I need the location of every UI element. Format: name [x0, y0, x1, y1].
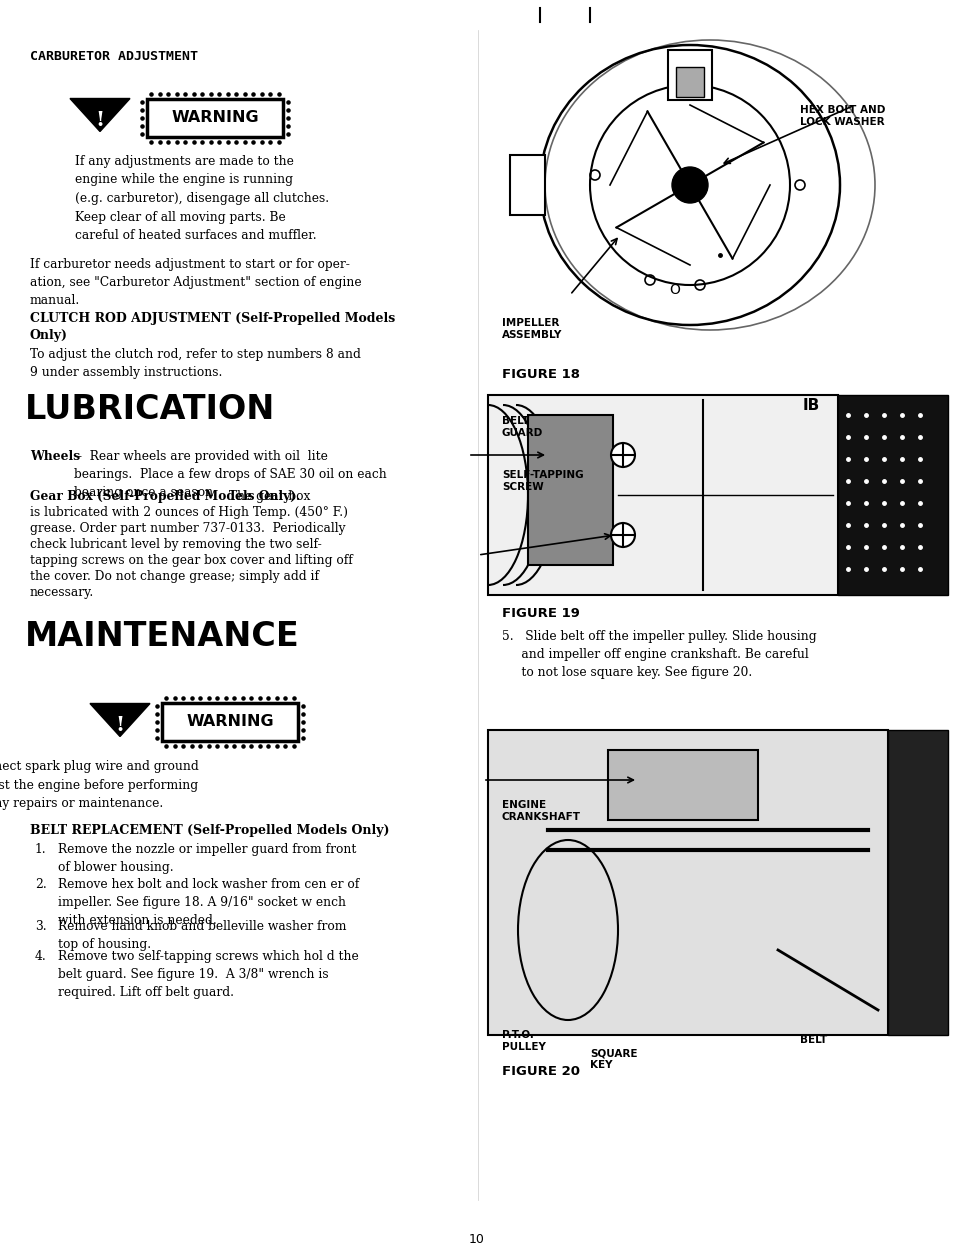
Bar [145, 97, 285, 140]
Bar [488, 730, 887, 1035]
Text: tapping screws on the gear box cover and lifting off: tapping screws on the gear box cover and… [30, 554, 353, 567]
Text: BELT REPLACEMENT (Self-Propelled Models Only): BELT REPLACEMENT (Self-Propelled Models … [30, 824, 389, 837]
Text: IMPELLER
ASSEMBLY: IMPELLER ASSEMBLY [501, 318, 561, 340]
Text: !: ! [95, 110, 105, 130]
Text: Gear Box (Self-Propelled Models Only).: Gear Box (Self-Propelled Models Only). [30, 490, 300, 503]
Polygon shape [70, 98, 130, 132]
Text: WARNING: WARNING [186, 714, 274, 729]
Bar [527, 415, 613, 564]
Bar [488, 395, 837, 596]
Circle shape [610, 444, 635, 467]
Text: FIGURE 18: FIGURE 18 [501, 368, 579, 381]
Text: SELF-TAPPING
SCREW: SELF-TAPPING SCREW [501, 470, 583, 492]
Circle shape [671, 167, 707, 203]
Text: P.T.O.
PULLEY: P.T.O. PULLEY [501, 1030, 545, 1052]
Bar [887, 730, 947, 1035]
Bar [607, 750, 758, 820]
Text: O: O [669, 283, 679, 297]
Text: IB: IB [802, 397, 820, 412]
Text: Wheels: Wheels [30, 450, 80, 464]
Polygon shape [90, 704, 150, 736]
Text: CARBURETOR ADJUSTMENT: CARBURETOR ADJUSTMENT [30, 50, 198, 64]
Text: BELT: BELT [800, 1035, 826, 1045]
Text: CLUTCH ROD ADJUSTMENT (Self-Propelled Models
Only): CLUTCH ROD ADJUSTMENT (Self-Propelled Mo… [30, 312, 395, 341]
Text: grease. Order part number 737-0133.  Periodically: grease. Order part number 737-0133. Peri… [30, 522, 345, 535]
Text: 5.   Slide belt off the impeller pulley. Slide housing
     and impeller off eng: 5. Slide belt off the impeller pulley. S… [501, 630, 816, 679]
Text: 2.: 2. [35, 878, 47, 891]
Text: BELT
GUARD: BELT GUARD [501, 416, 542, 437]
Text: If any adjustments are made to the
engine while the engine is running
(e.g. carb: If any adjustments are made to the engin… [75, 155, 329, 242]
Text: LUBRICATION: LUBRICATION [25, 392, 275, 426]
Text: 10: 10 [469, 1234, 484, 1246]
Text: necessary.: necessary. [30, 586, 94, 599]
FancyBboxPatch shape [510, 155, 544, 216]
Text: 3.: 3. [35, 920, 47, 933]
Text: Remove hex bolt and lock washer from cen er of
impeller. See figure 18. A 9/16" : Remove hex bolt and lock washer from cen… [58, 878, 359, 927]
Text: WARNING: WARNING [171, 111, 258, 126]
Bar [160, 701, 299, 743]
Text: 1.: 1. [35, 844, 47, 856]
Text: SQUARE
KEY: SQUARE KEY [589, 1048, 637, 1069]
Text: The gear box: The gear box [225, 490, 310, 503]
Text: 4.: 4. [35, 949, 47, 963]
Circle shape [610, 523, 635, 547]
Bar [676, 67, 703, 97]
Text: is lubricated with 2 ounces of High Temp. (450° F.): is lubricated with 2 ounces of High Temp… [30, 506, 348, 520]
Text: Remove hand knob and belleville washer from
top of housing.: Remove hand knob and belleville washer f… [58, 920, 346, 951]
Text: FIGURE 19: FIGURE 19 [501, 607, 579, 621]
Text: -  Rear wheels are provided with oil  lite
bearings.  Place a few drops of SAE 3: - Rear wheels are provided with oil lite… [74, 450, 386, 498]
Text: HEX BOLT AND
LOCK WASHER: HEX BOLT AND LOCK WASHER [800, 105, 884, 127]
Text: check lubricant level by removing the two self-: check lubricant level by removing the tw… [30, 538, 321, 551]
Text: Remove the nozzle or impeller guard from front
of blower housing.: Remove the nozzle or impeller guard from… [58, 844, 356, 873]
Bar [837, 395, 947, 596]
Text: Remove two self-tapping screws which hol d the
belt guard. See figure 19.  A 3/8: Remove two self-tapping screws which hol… [58, 949, 358, 999]
Text: If carburetor needs adjustment to start or for oper-
ation, see "Carburetor Adju: If carburetor needs adjustment to start … [30, 258, 361, 307]
Text: FIGURE 20: FIGURE 20 [501, 1065, 579, 1078]
FancyBboxPatch shape [667, 50, 711, 100]
Text: !: ! [115, 715, 125, 735]
Text: MAINTENANCE: MAINTENANCE [25, 621, 299, 653]
Text: Disconnect spark plug wire and ground
it against the engine before performing
an: Disconnect spark plug wire and ground it… [0, 760, 198, 810]
Text: the cover. Do not change grease; simply add if: the cover. Do not change grease; simply … [30, 569, 318, 583]
Text: To adjust the clutch rod, refer to step numbers 8 and
9 under assembly instructi: To adjust the clutch rod, refer to step … [30, 348, 360, 379]
Text: ENGINE
CRANKSHAFT: ENGINE CRANKSHAFT [501, 800, 580, 821]
